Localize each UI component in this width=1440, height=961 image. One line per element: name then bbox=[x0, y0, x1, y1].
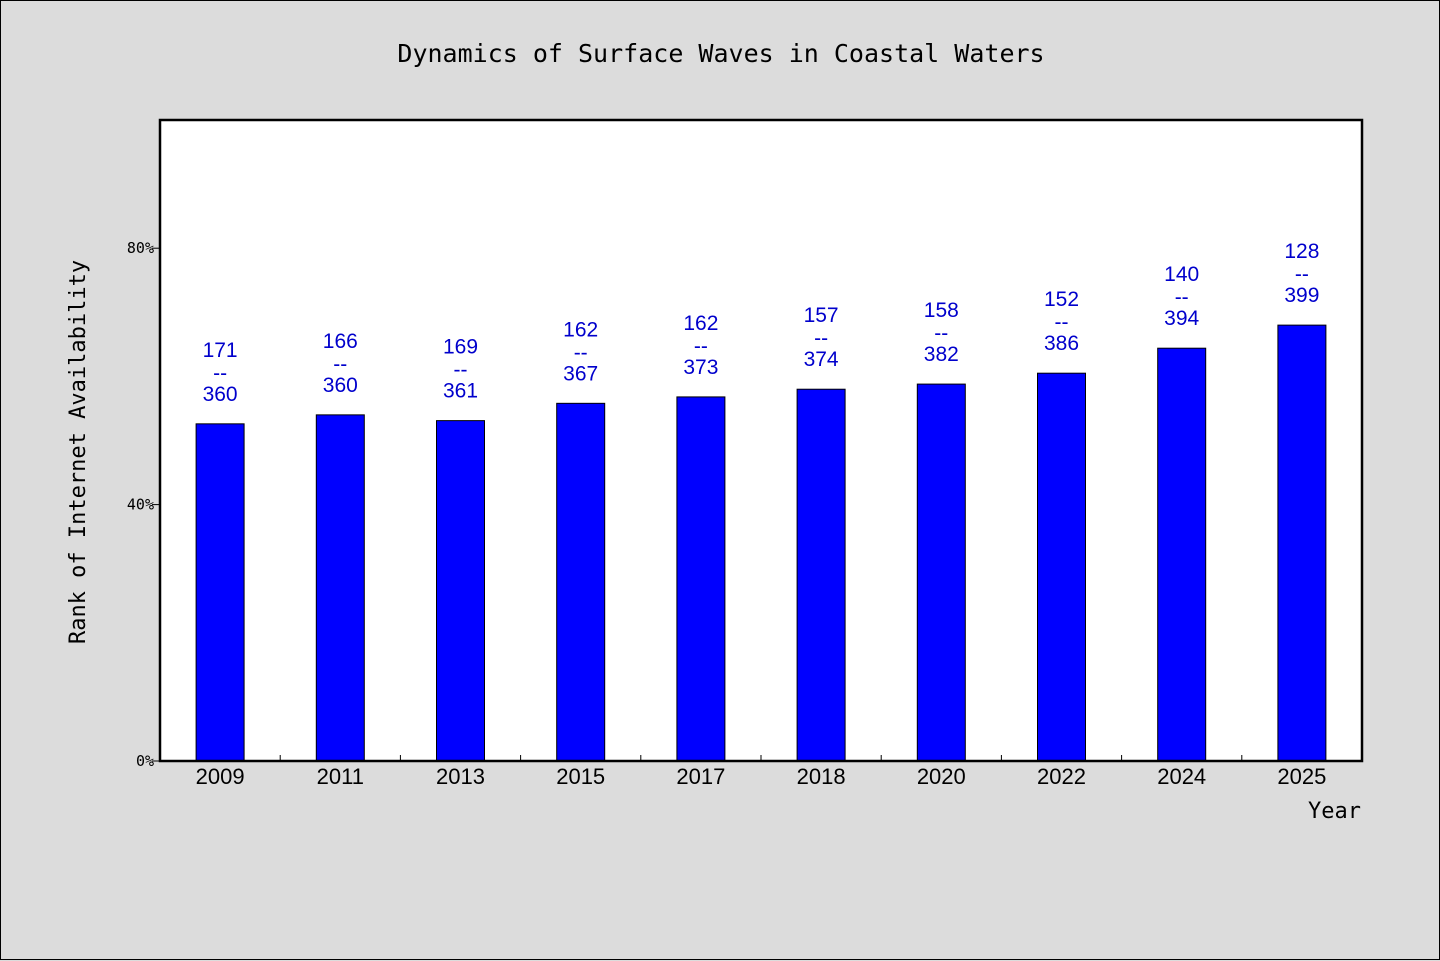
bar-label-bottom-2018: 374 bbox=[804, 348, 839, 371]
bar-label-sep-2018: -- bbox=[814, 327, 828, 350]
y-axis-title: Rank of Internet Availability bbox=[66, 260, 91, 644]
bar-label-sep-2025: -- bbox=[1295, 263, 1309, 286]
bar-label-top-2018: 157 bbox=[804, 304, 839, 327]
bar-label-top-2011: 166 bbox=[323, 330, 358, 353]
bar-2022 bbox=[1037, 372, 1086, 762]
bar-label-sep-2024: -- bbox=[1175, 286, 1189, 309]
bar-label-top-2009: 171 bbox=[203, 339, 238, 362]
bar-label-sep-2017: -- bbox=[694, 335, 708, 358]
bar-label-sep-2009: -- bbox=[213, 362, 227, 385]
bar-label-bottom-2013: 361 bbox=[443, 380, 478, 403]
bar-label-top-2022: 152 bbox=[1044, 288, 1079, 311]
bar-label-sep-2022: -- bbox=[1055, 311, 1069, 334]
bar-label-top-2015: 162 bbox=[563, 318, 598, 341]
x-tick-label-2015: 2015 bbox=[556, 764, 605, 789]
x-tick-label-2017: 2017 bbox=[676, 764, 725, 789]
bar-label-top-2024: 140 bbox=[1164, 263, 1199, 286]
bar-2020 bbox=[916, 383, 966, 762]
bar-label-bottom-2024: 394 bbox=[1164, 307, 1199, 330]
bar-label-bottom-2025: 399 bbox=[1284, 284, 1319, 307]
bar-2025 bbox=[1277, 324, 1327, 762]
bar-2015 bbox=[556, 402, 606, 762]
bar-2013 bbox=[436, 420, 485, 762]
x-tick-label-2013: 2013 bbox=[436, 764, 485, 789]
x-tick-label-2024: 2024 bbox=[1157, 764, 1206, 789]
bar-label-bottom-2022: 386 bbox=[1044, 332, 1079, 355]
x-tick-label-2025: 2025 bbox=[1277, 764, 1326, 789]
bar-label-top-2020: 158 bbox=[924, 299, 959, 322]
bar-label-bottom-2020: 382 bbox=[924, 343, 959, 366]
bar-label-top-2025: 128 bbox=[1284, 240, 1319, 263]
x-tick-label-2022: 2022 bbox=[1037, 764, 1086, 789]
bar-2018 bbox=[796, 388, 846, 762]
y-tick-label: 0% bbox=[136, 752, 154, 770]
y-axis: 0% 40% 80% bbox=[127, 239, 160, 770]
bar-2009 bbox=[195, 423, 245, 762]
bar-label-sep-2011: -- bbox=[333, 353, 347, 376]
bar-label-top-2013: 169 bbox=[443, 336, 478, 359]
bar-label-top-2017: 162 bbox=[683, 312, 718, 335]
bar-labels-group: 171--360166--360169--361162--367162--373… bbox=[203, 240, 1320, 406]
x-axis-title: Year bbox=[1308, 799, 1361, 824]
y-tick-label: 80% bbox=[127, 239, 154, 257]
bar-label-sep-2020: -- bbox=[934, 322, 948, 345]
bar-label-bottom-2017: 373 bbox=[683, 356, 718, 379]
bar-2011 bbox=[315, 414, 365, 762]
bar-2024 bbox=[1157, 347, 1207, 762]
chart-title: Dynamics of Surface Waves in Coastal Wat… bbox=[397, 39, 1044, 68]
x-tick-label-2018: 2018 bbox=[797, 764, 846, 789]
bar-label-sep-2015: -- bbox=[574, 341, 588, 364]
bar-label-bottom-2009: 360 bbox=[203, 383, 238, 406]
bar-label-bottom-2015: 367 bbox=[563, 362, 598, 385]
bar-label-bottom-2011: 360 bbox=[323, 374, 358, 397]
x-tick-label-2011: 2011 bbox=[317, 764, 364, 789]
bars-group bbox=[195, 324, 1327, 762]
y-tick-label: 40% bbox=[127, 496, 154, 514]
bar-label-sep-2013: -- bbox=[454, 359, 468, 382]
x-tick-label-2009: 2009 bbox=[196, 764, 245, 789]
bar-2017 bbox=[676, 396, 726, 762]
x-tick-label-2020: 2020 bbox=[917, 764, 966, 789]
x-axis: 2009 2011 2013 2015 2017 2018 2020 2022 2024 2025 bbox=[196, 755, 1326, 789]
